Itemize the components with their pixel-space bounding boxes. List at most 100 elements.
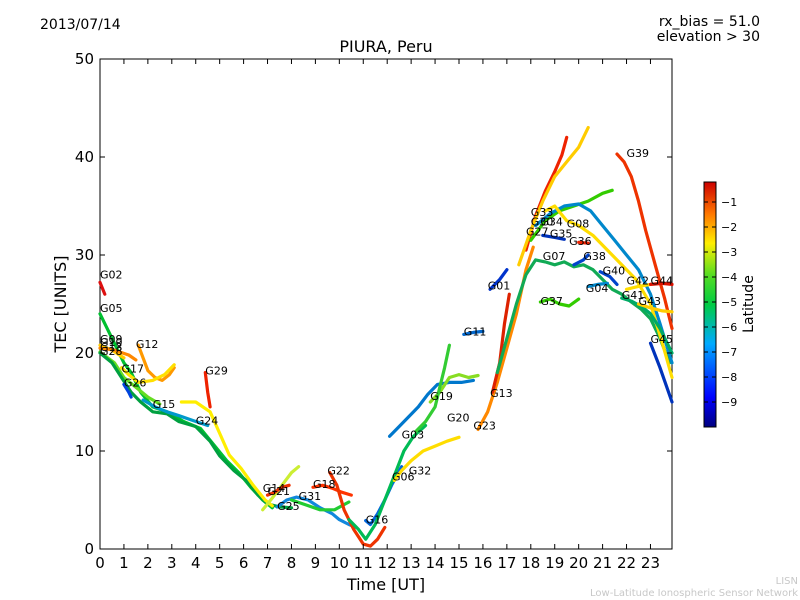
series-G10	[98, 346, 138, 362]
series-label-G30: G30	[531, 216, 554, 229]
series-label-G21: G21	[268, 485, 291, 498]
series-label-G28: G28	[100, 345, 123, 358]
series-G20	[414, 343, 451, 433]
colorbar-tick-label: −4	[721, 271, 737, 284]
x-tick-label: 16	[473, 554, 492, 572]
colorbar-tick-label: −2	[721, 221, 737, 234]
series-label-G12: G12	[136, 338, 159, 351]
series-G40	[598, 270, 619, 286]
x-tick-label: 1	[119, 554, 129, 572]
series-label-G27: G27	[526, 225, 549, 238]
x-tick-label: 2	[143, 554, 153, 572]
series-G31	[289, 498, 351, 512]
series-label-G22: G22	[327, 465, 350, 478]
x-tick-label: 5	[215, 554, 225, 572]
y-tick-label: 0	[84, 540, 94, 558]
series-G14	[261, 465, 301, 512]
series-label-G24: G24	[196, 415, 219, 428]
series-G17	[119, 363, 176, 384]
rx-bias-label: rx_bias = 51.0	[658, 14, 760, 30]
series-label-G11: G11	[464, 325, 487, 338]
series-label-G36: G36	[569, 235, 592, 248]
series-label-G34: G34	[540, 216, 563, 229]
x-tick-label: 23	[641, 554, 660, 572]
org-long: Low-Latitude Ionospheric Sensor Network	[590, 588, 798, 599]
x-tick-label: 15	[449, 554, 468, 572]
series-G15	[141, 398, 210, 428]
series-G26	[122, 382, 133, 399]
colorbar-tick-label: −9	[721, 396, 737, 409]
x-tick-label: 9	[311, 554, 321, 572]
elevation-label: elevation > 30	[656, 29, 760, 45]
series-label-G38: G38	[583, 250, 606, 263]
y-axis: 0 10 20 30 40 50	[75, 50, 672, 558]
series-G01	[488, 268, 509, 291]
series-G44	[648, 281, 674, 286]
series-G38	[572, 253, 590, 267]
series-G13b	[490, 292, 511, 394]
series-G25	[275, 495, 358, 530]
series-G06	[347, 423, 428, 541]
x-tick-label: 4	[191, 554, 201, 572]
y-axis-label: TEC [UNITS]	[51, 256, 70, 354]
colorbar-ticks: −9 −8 −7 −6 −5 −4 −3 −2 −1	[704, 196, 737, 409]
series-G27	[517, 125, 590, 267]
series-G02	[98, 280, 107, 296]
series-G35	[541, 233, 566, 241]
series-label-G45: G45	[651, 333, 674, 346]
series-label-G06: G06	[392, 470, 415, 483]
x-tick-label: 13	[402, 554, 421, 572]
series-label-G26: G26	[124, 376, 147, 389]
series-label-G01: G01	[488, 279, 511, 292]
series-label-G02: G02	[100, 269, 123, 282]
series-G28	[98, 351, 294, 510]
series-label-G16: G16	[366, 514, 389, 527]
series-G11	[462, 329, 485, 336]
series-label-G33: G33	[531, 206, 554, 219]
y-tick-label: 20	[75, 344, 94, 362]
series-G07	[495, 258, 672, 375]
colorbar-tick-label: −6	[721, 321, 737, 334]
series-G21	[265, 483, 291, 497]
x-tick-label: 21	[593, 554, 612, 572]
series-G43	[636, 302, 674, 314]
colorbar-tick-label: −7	[721, 346, 737, 359]
series-label-G13: G13	[100, 341, 123, 354]
y-tick-label: 50	[75, 50, 94, 68]
series-label-G40: G40	[603, 265, 626, 278]
series-label-G04: G04	[586, 282, 609, 295]
colorbar	[703, 181, 717, 428]
series-G37	[538, 297, 581, 308]
series-G23	[476, 245, 535, 431]
series-label-G10: G10	[100, 336, 123, 349]
series-G36	[577, 240, 590, 245]
chart-title: PIURA, Peru	[339, 37, 433, 56]
series-G42	[624, 282, 653, 291]
x-tick-label: 8	[287, 554, 297, 572]
series-G18	[311, 483, 353, 497]
series-label-G43: G43	[639, 295, 662, 308]
series-G24	[179, 400, 274, 508]
x-tick-label: 18	[521, 554, 540, 572]
series-label-G07: G07	[543, 250, 566, 263]
series-label-G19: G19	[430, 390, 453, 403]
series-label-G17: G17	[122, 363, 145, 376]
series-G22	[328, 471, 387, 548]
series-label-G29: G29	[205, 365, 228, 378]
series-label-G09: G09	[100, 333, 123, 346]
x-tick-label: 12	[378, 554, 397, 572]
plot-frame	[99, 58, 673, 550]
series-label-G13b: G13	[490, 387, 513, 400]
y-tick-label: 30	[75, 246, 94, 264]
series-G39	[615, 152, 674, 331]
series-label-G08: G08	[567, 218, 590, 231]
series-G03	[388, 378, 475, 438]
series-label-G03: G03	[402, 428, 425, 441]
x-tick-label: 14	[426, 554, 445, 572]
x-tick-label: 19	[545, 554, 564, 572]
colorbar-tick-label: −5	[721, 296, 737, 309]
org-short: LISN	[775, 576, 798, 587]
series-G33	[533, 202, 674, 365]
series-label-G23: G23	[473, 419, 496, 432]
